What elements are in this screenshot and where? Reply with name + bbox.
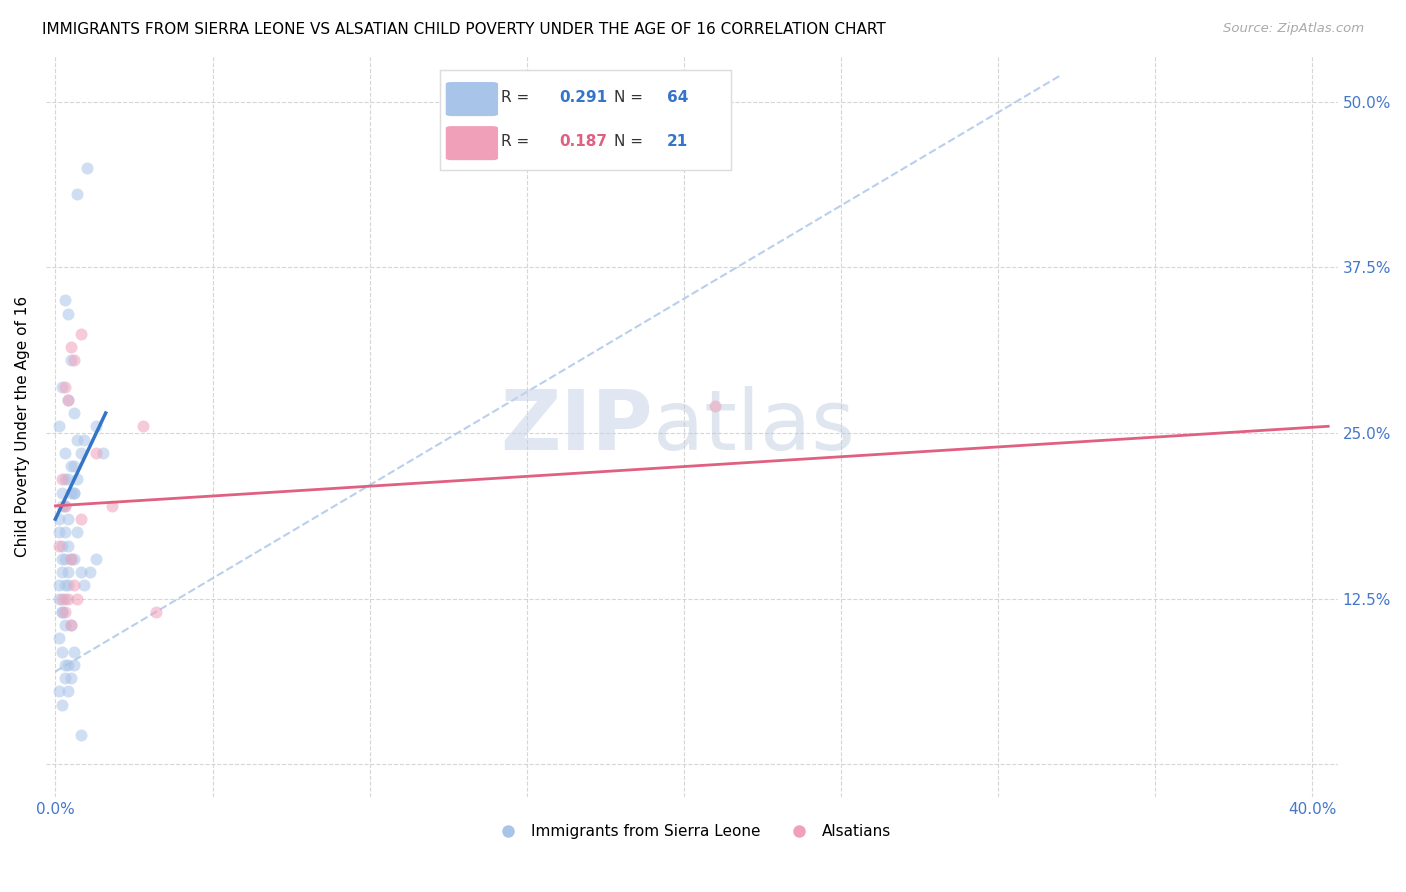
Point	[84, 419, 107, 434]
Point	[66, 525, 89, 540]
Point	[48, 512, 70, 526]
Point	[63, 578, 86, 592]
Point	[60, 340, 83, 354]
Point	[76, 161, 98, 175]
Point	[53, 605, 76, 619]
Point	[48, 419, 70, 434]
Point	[56, 472, 79, 486]
Point	[53, 618, 76, 632]
Point	[63, 458, 86, 473]
Point	[63, 485, 86, 500]
Point	[73, 578, 96, 592]
Point	[51, 605, 73, 619]
Point	[60, 552, 83, 566]
Point	[84, 552, 107, 566]
Point	[53, 552, 76, 566]
Legend: Immigrants from Sierra Leone, Alsatians: Immigrants from Sierra Leone, Alsatians	[486, 818, 897, 846]
Point	[60, 485, 83, 500]
Point	[56, 392, 79, 407]
Point	[69, 565, 91, 579]
Point	[56, 512, 79, 526]
Point	[56, 307, 79, 321]
Point	[56, 578, 79, 592]
Text: Source: ZipAtlas.com: Source: ZipAtlas.com	[1223, 22, 1364, 36]
Point	[56, 591, 79, 606]
Point	[73, 433, 96, 447]
Point	[48, 632, 70, 646]
Point	[51, 539, 73, 553]
Point	[51, 565, 73, 579]
Point	[63, 552, 86, 566]
Point	[48, 684, 70, 698]
Text: ZIP: ZIP	[501, 386, 652, 467]
Point	[66, 433, 89, 447]
Point	[53, 525, 76, 540]
Point	[51, 472, 73, 486]
Point	[53, 379, 76, 393]
Point	[63, 406, 86, 420]
Point	[66, 187, 89, 202]
Point	[53, 671, 76, 685]
Point	[48, 539, 70, 553]
Point	[51, 645, 73, 659]
Point	[704, 400, 727, 414]
Y-axis label: Child Poverty Under the Age of 16: Child Poverty Under the Age of 16	[15, 296, 30, 557]
Point	[51, 605, 73, 619]
Point	[60, 671, 83, 685]
Point	[91, 446, 114, 460]
Point	[66, 591, 89, 606]
Point	[69, 512, 91, 526]
Point	[60, 618, 83, 632]
Point	[63, 485, 86, 500]
Point	[53, 578, 76, 592]
Text: IMMIGRANTS FROM SIERRA LEONE VS ALSATIAN CHILD POVERTY UNDER THE AGE OF 16 CORRE: IMMIGRANTS FROM SIERRA LEONE VS ALSATIAN…	[42, 22, 886, 37]
Point	[53, 499, 76, 513]
Point	[145, 605, 167, 619]
Point	[48, 591, 70, 606]
Point	[53, 293, 76, 308]
Point	[53, 591, 76, 606]
Point	[101, 499, 124, 513]
Point	[56, 657, 79, 672]
Point	[69, 326, 91, 341]
Point	[56, 565, 79, 579]
Point	[60, 458, 83, 473]
Point	[53, 499, 76, 513]
Point	[51, 591, 73, 606]
Point	[66, 472, 89, 486]
Point	[56, 684, 79, 698]
Point	[84, 446, 107, 460]
Point	[53, 657, 76, 672]
Point	[48, 578, 70, 592]
Point	[132, 419, 155, 434]
Point	[53, 446, 76, 460]
Point	[60, 353, 83, 368]
Point	[53, 472, 76, 486]
Point	[69, 446, 91, 460]
Point	[56, 392, 79, 407]
Point	[51, 379, 73, 393]
Point	[60, 618, 83, 632]
Point	[51, 698, 73, 712]
Point	[51, 499, 73, 513]
Point	[48, 525, 70, 540]
Text: atlas: atlas	[652, 386, 855, 467]
Point	[79, 565, 101, 579]
Point	[60, 552, 83, 566]
Point	[56, 539, 79, 553]
Point	[51, 552, 73, 566]
Point	[63, 657, 86, 672]
Point	[63, 353, 86, 368]
Point	[63, 645, 86, 659]
Point	[69, 728, 91, 742]
Point	[51, 485, 73, 500]
